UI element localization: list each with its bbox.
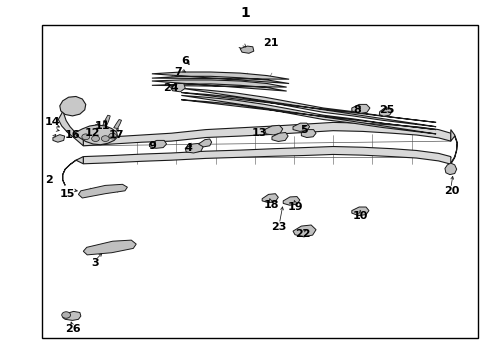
Circle shape [62,312,71,318]
Circle shape [109,133,117,139]
Bar [42,25,478,338]
Text: 21: 21 [263,38,279,48]
Polygon shape [83,240,136,255]
Text: 4: 4 [185,143,193,153]
Text: 12: 12 [84,128,100,138]
Text: 3: 3 [92,258,99,268]
Polygon shape [149,140,167,148]
Polygon shape [379,108,392,116]
Text: 22: 22 [295,229,311,239]
Polygon shape [83,122,451,146]
Text: 23: 23 [271,222,287,232]
Text: 5: 5 [300,125,308,135]
Polygon shape [198,139,212,147]
Polygon shape [63,157,83,185]
Polygon shape [103,115,110,125]
Polygon shape [152,72,289,84]
Polygon shape [152,80,287,91]
Polygon shape [78,184,127,198]
Polygon shape [301,130,316,138]
Text: 6: 6 [181,56,189,66]
Polygon shape [451,130,457,164]
Polygon shape [114,120,122,129]
Polygon shape [283,197,300,205]
Text: 9: 9 [148,141,156,151]
Text: 24: 24 [163,83,178,93]
Circle shape [92,136,99,141]
Circle shape [101,136,109,141]
Polygon shape [60,96,86,116]
Text: 16: 16 [65,130,80,140]
Polygon shape [83,147,451,164]
Text: 7: 7 [174,67,182,77]
Polygon shape [171,84,185,92]
Polygon shape [293,225,316,237]
Text: 18: 18 [263,200,279,210]
Text: 13: 13 [252,128,268,138]
Polygon shape [181,88,436,127]
Text: 11: 11 [95,121,111,131]
Polygon shape [352,207,369,216]
Text: 15: 15 [60,189,75,199]
Text: 2: 2 [45,175,53,185]
Polygon shape [265,125,283,135]
Polygon shape [240,46,254,53]
Polygon shape [58,103,83,146]
Text: 19: 19 [288,202,303,212]
Text: 8: 8 [354,105,362,115]
Text: 17: 17 [109,130,124,140]
Text: 1: 1 [240,6,250,19]
Text: 26: 26 [65,324,80,334]
Text: 20: 20 [444,186,460,196]
Polygon shape [262,194,278,203]
Polygon shape [53,135,65,142]
Text: 14: 14 [45,117,61,127]
Polygon shape [63,311,81,320]
Polygon shape [181,95,436,134]
Polygon shape [352,104,370,113]
Polygon shape [76,125,118,145]
Polygon shape [185,143,203,153]
Polygon shape [293,123,310,131]
Text: 25: 25 [379,105,395,115]
Text: 10: 10 [352,211,368,221]
Polygon shape [445,163,457,175]
Polygon shape [272,132,288,141]
Circle shape [82,134,90,140]
